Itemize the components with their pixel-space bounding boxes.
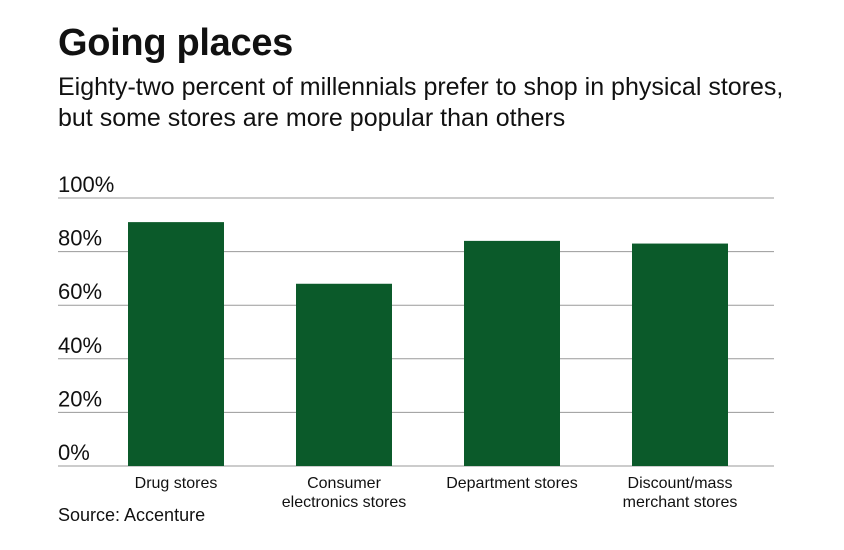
y-tick-label: 40% [58, 333, 102, 358]
bar [632, 243, 728, 466]
bar [296, 283, 392, 466]
x-category-label: Department stores [446, 475, 578, 492]
y-tick-label: 0% [58, 440, 90, 465]
bar [128, 222, 224, 466]
y-tick-label: 100% [58, 172, 114, 197]
x-category-label: Consumer electronics stores [282, 475, 407, 511]
bars [128, 222, 728, 466]
y-tick-label: 60% [58, 279, 102, 304]
chart-subtitle: Eighty-two percent of millennials prefer… [58, 73, 784, 132]
y-tick-label: 20% [58, 386, 102, 411]
y-tick-label: 80% [58, 226, 102, 251]
x-category-label: Drug stores [135, 475, 218, 492]
bar [464, 240, 560, 466]
y-axis-ticks: 0% 20% 40% 60% 80% 100% [58, 172, 114, 465]
x-axis-labels: Drug stores Consumer electronics stores Dep… [135, 475, 738, 511]
source-note: Source: Accenture [58, 505, 206, 525]
x-category-label: Discount/mass merchant stores [623, 475, 738, 511]
chart-title: Going places [58, 22, 294, 64]
